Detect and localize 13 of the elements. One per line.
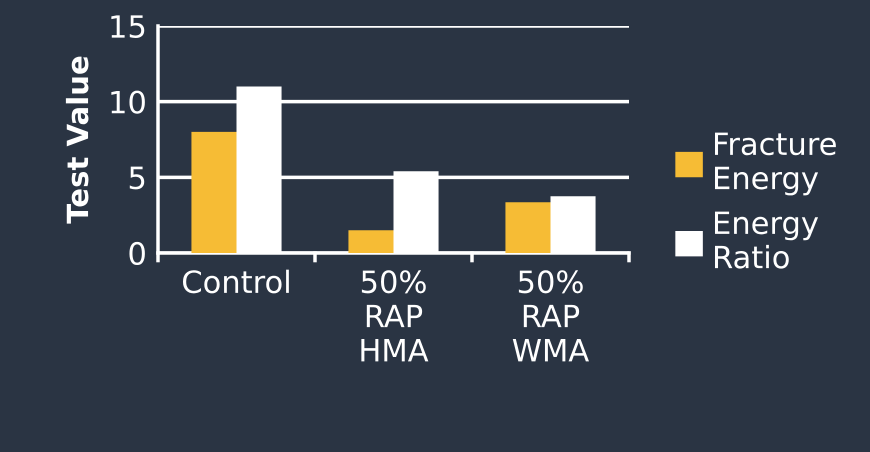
y-tick-label: 10 (111, 90, 145, 114)
y-tick-label: 15 (111, 15, 144, 38)
x-tick-label: 50% RAP HMA (361, 270, 428, 362)
bar (191, 132, 236, 253)
y-axis-title: Test Value (66, 56, 88, 224)
x-tick-label: Control (182, 270, 289, 294)
y-tick-label: 0 (129, 242, 145, 266)
bar (348, 230, 394, 253)
x-tick-label: 50% RAP WMA (512, 270, 589, 362)
legend-label: Fracture Energy (715, 132, 836, 196)
y-tick-label: 5 (130, 166, 144, 190)
legend-label: Energy Ratio (715, 212, 818, 269)
bar (505, 202, 550, 253)
